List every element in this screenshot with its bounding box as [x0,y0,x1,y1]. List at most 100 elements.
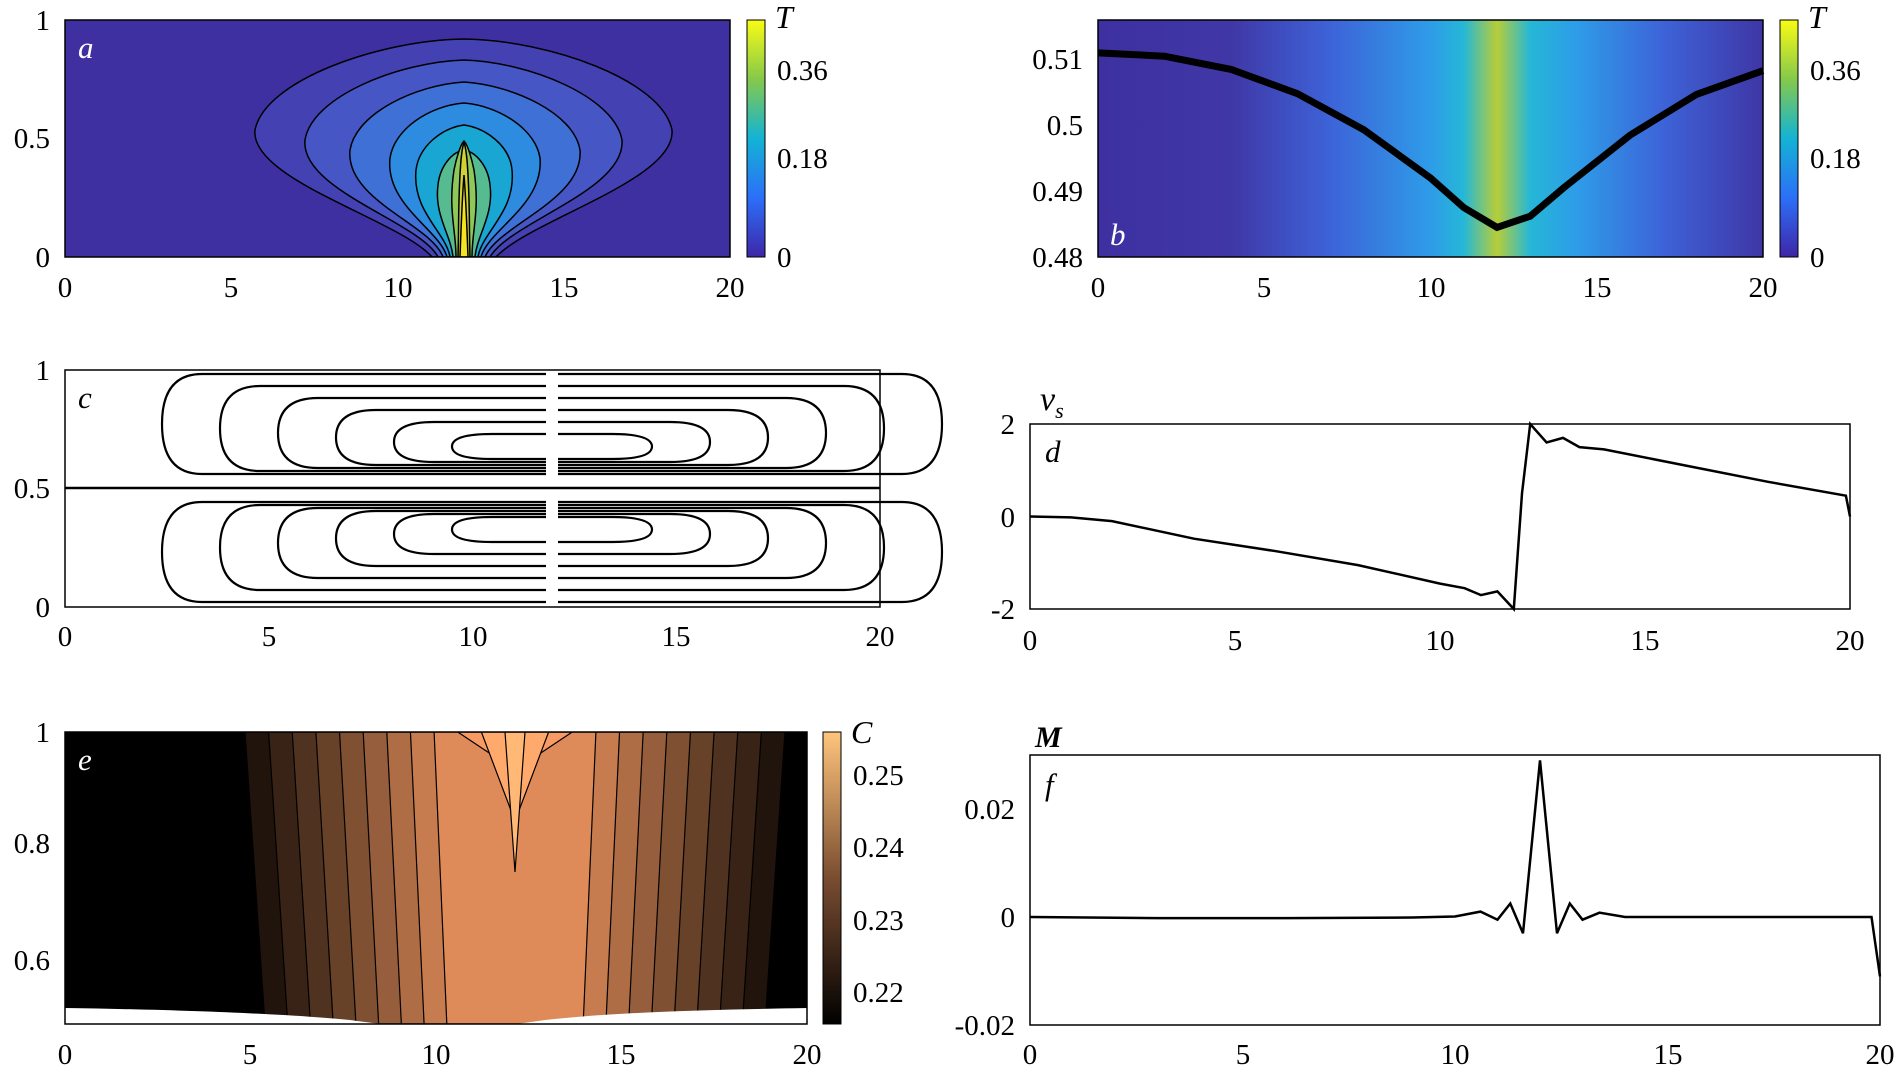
b-ytick-2: 0.5 [1047,110,1083,142]
cb-a-title: T [775,0,795,35]
e-ytick-0: 0.6 [14,945,50,977]
streamline-6-lower [450,515,654,544]
e-xtick-3: 15 [607,1039,636,1071]
colorbar-e-gradient [822,731,842,1025]
m-label: M [1034,721,1063,754]
panel-d-label: d [1045,434,1061,469]
d-ytick-2: 2 [1001,409,1016,441]
interface-line [1097,49,1765,232]
f-xtick-4: 20 [1866,1039,1895,1071]
vs-label-main: v [1040,381,1056,418]
d-ytick-0: -2 [991,594,1015,626]
a-ytick-2: 1 [36,5,51,37]
colorbar-a-gradient [746,19,766,258]
vs-label: vs [1040,381,1064,423]
streamline-6-upper [450,432,654,461]
tick-labels: 0 5 10 15 20 0 0.5 1 0 0.18 0.36 T 0 5 1… [14,0,1895,1071]
panel-e [64,731,808,1028]
a-ytick-1: 0.5 [14,123,50,155]
b-xtick-4: 20 [1749,272,1778,304]
streamline-1-lower [160,500,944,604]
b-xtick-3: 15 [1583,272,1612,304]
f-xtick-2: 10 [1441,1039,1470,1071]
cb-a-tick-2: 0.36 [777,55,828,87]
f-ytick-0: -0.02 [955,1010,1015,1042]
c-xtick-0: 0 [58,621,73,653]
d-ytick-1: 0 [1001,502,1016,534]
streamline-5-lower [392,512,712,556]
variable-labels: vs M [1034,381,1064,754]
streamline-2-upper [218,384,886,473]
cb-b-tick-0: 0 [1810,242,1825,274]
panel-e-frame [64,731,808,1025]
streamline-5-upper [392,420,712,464]
e-ytick-1: 0.8 [14,828,50,860]
f-xtick-1: 5 [1236,1039,1251,1071]
c-ytick-2: 1 [36,355,51,387]
vs-label-subscript: s [1055,398,1064,423]
colorbar-b-gradient [1779,19,1799,258]
a-xtick-4: 20 [716,272,745,304]
panel-d-frame [1029,423,1851,610]
cb-e-title: C [851,714,873,750]
streamline-1-upper [160,372,944,476]
f-ytick-2: 0.02 [964,794,1015,826]
panel-d [1029,421,1852,612]
b-ytick-1: 0.49 [1032,176,1083,208]
cb-e-tick-3: 0.25 [853,760,904,792]
vs-line [1029,421,1852,612]
panel-a-colorbar [746,19,766,258]
e-xtick-2: 10 [422,1039,451,1071]
a-xtick-2: 10 [384,272,413,304]
panel-a-label: a [78,30,94,65]
streamline-4-lower [334,509,770,568]
d-xtick-3: 15 [1631,625,1660,657]
panel-e-colorbar [822,731,842,1025]
b-xtick-0: 0 [1091,272,1106,304]
panel-e-label: e [78,742,92,777]
interface-boundary [65,1008,807,1028]
panel-a-frame [64,19,731,258]
c-ytick-0: 0 [36,592,51,624]
b-ytick-3: 0.51 [1032,44,1083,76]
streamline-3-upper [276,396,828,470]
panel-b-colorbar [1779,19,1799,258]
streamlines [160,372,944,604]
e-xtick-1: 5 [243,1039,258,1071]
c-xtick-3: 15 [662,621,691,653]
cb-a-tick-1: 0.18 [777,143,828,175]
cb-b-title: T [1808,0,1828,35]
cb-e-tick-0: 0.22 [853,977,904,1009]
cb-e-tick-2: 0.24 [853,832,904,864]
concentration-bands [244,732,786,1024]
panel-b-label: b [1110,217,1126,252]
a-xtick-3: 15 [550,272,579,304]
d-xtick-1: 5 [1228,625,1243,657]
panel-f-frame [1029,754,1881,1026]
a-xtick-1: 5 [224,272,239,304]
f-ytick-1: 0 [1001,902,1016,934]
cb-e-tick-1: 0.23 [853,905,904,937]
f-xtick-0: 0 [1023,1039,1038,1071]
panel-a [64,19,731,258]
e-xtick-0: 0 [58,1039,73,1071]
concentration-band-12 [504,732,526,873]
b-xtick-2: 10 [1417,272,1446,304]
b-ytick-0: 0.48 [1032,242,1083,274]
c-xtick-4: 20 [866,621,895,653]
d-xtick-2: 10 [1426,625,1455,657]
contour-level-9 [459,174,469,257]
panel-a-contours [254,38,673,257]
cb-b-tick-1: 0.18 [1810,143,1861,175]
cb-a-tick-0: 0 [777,242,792,274]
panel-c-label: c [78,380,92,415]
d-xtick-0: 0 [1023,625,1038,657]
c-ytick-1: 0.5 [14,473,50,505]
c-xtick-2: 10 [459,621,488,653]
panel-f [1029,754,1882,1026]
c-xtick-1: 5 [262,621,277,653]
a-ytick-0: 0 [36,242,51,274]
e-ytick-2: 1 [36,717,51,749]
panel-c [64,369,944,608]
